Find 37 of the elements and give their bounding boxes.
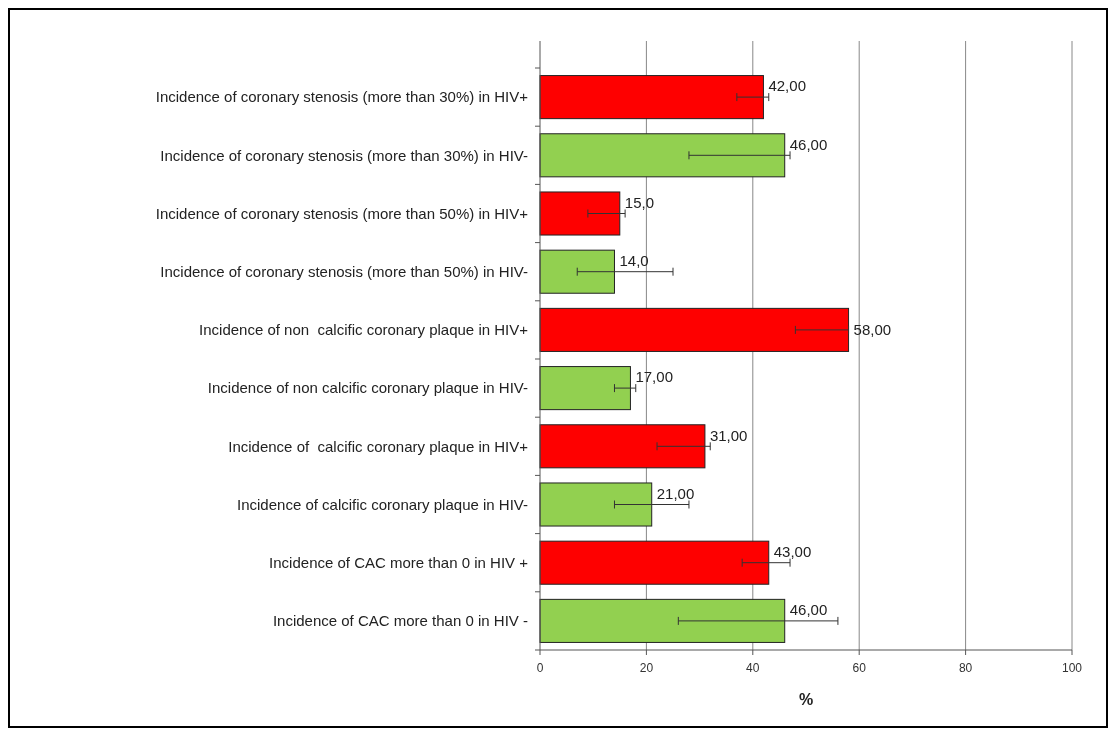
y-tick-label: Incidence of coronary stenosis (more than 50%) in HIV+	[155, 204, 529, 222]
bar	[539, 366, 631, 411]
x-tick-label: 60	[852, 661, 867, 675]
data-label: 58,00	[853, 321, 892, 339]
x-tick-label: 20	[639, 661, 654, 675]
bar	[539, 307, 850, 352]
bar	[539, 424, 706, 469]
y-tick-label: Incidence of CAC more than 0 in HIV -	[272, 612, 528, 630]
x-tick-label: 80	[958, 661, 973, 675]
bar	[539, 191, 621, 236]
bar	[539, 540, 770, 585]
bar	[539, 75, 764, 120]
y-tick-label: Incidence of non calcific coronary plaque in HIV+	[199, 321, 529, 339]
data-label: 14,0	[619, 251, 649, 269]
y-tick-label: Incidence of CAC more than 0 in HIV +	[269, 553, 529, 571]
data-label: 31,00	[709, 426, 748, 444]
y-tick-label: Incidence of calcific coronary plaque in HIV+	[228, 437, 529, 455]
data-label: 46,00	[789, 601, 828, 619]
bar	[539, 133, 786, 178]
data-label: 17,00	[635, 368, 673, 386]
bar	[539, 482, 653, 527]
data-label: 43,00	[773, 542, 812, 560]
bar	[539, 249, 615, 294]
x-tick-label: 40	[746, 661, 760, 675]
data-label: 21,00	[656, 484, 695, 502]
x-tick-label: 0	[536, 661, 544, 675]
data-label: 46,00	[789, 135, 828, 153]
y-tick-label: Incidence of calcific coronary plaque in HIV-	[237, 495, 528, 513]
data-label: 42,00	[768, 77, 806, 95]
y-tick-label: Incidence of non calcific coronary plaque in HIV-	[207, 379, 528, 397]
y-tick-label: Incidence of coronary stenosis (more than 50%) in HIV-	[160, 262, 528, 280]
bar	[539, 598, 786, 643]
x-axis-title: %	[798, 691, 814, 708]
x-tick-label: 100	[1061, 661, 1083, 675]
data-label: 15,0	[624, 193, 654, 211]
y-tick-label: Incidence of coronary stenosis (more than 30%) in HIV-	[160, 146, 528, 164]
y-tick-label: Incidence of coronary stenosis (more than 30%) in HIV+	[155, 88, 529, 106]
